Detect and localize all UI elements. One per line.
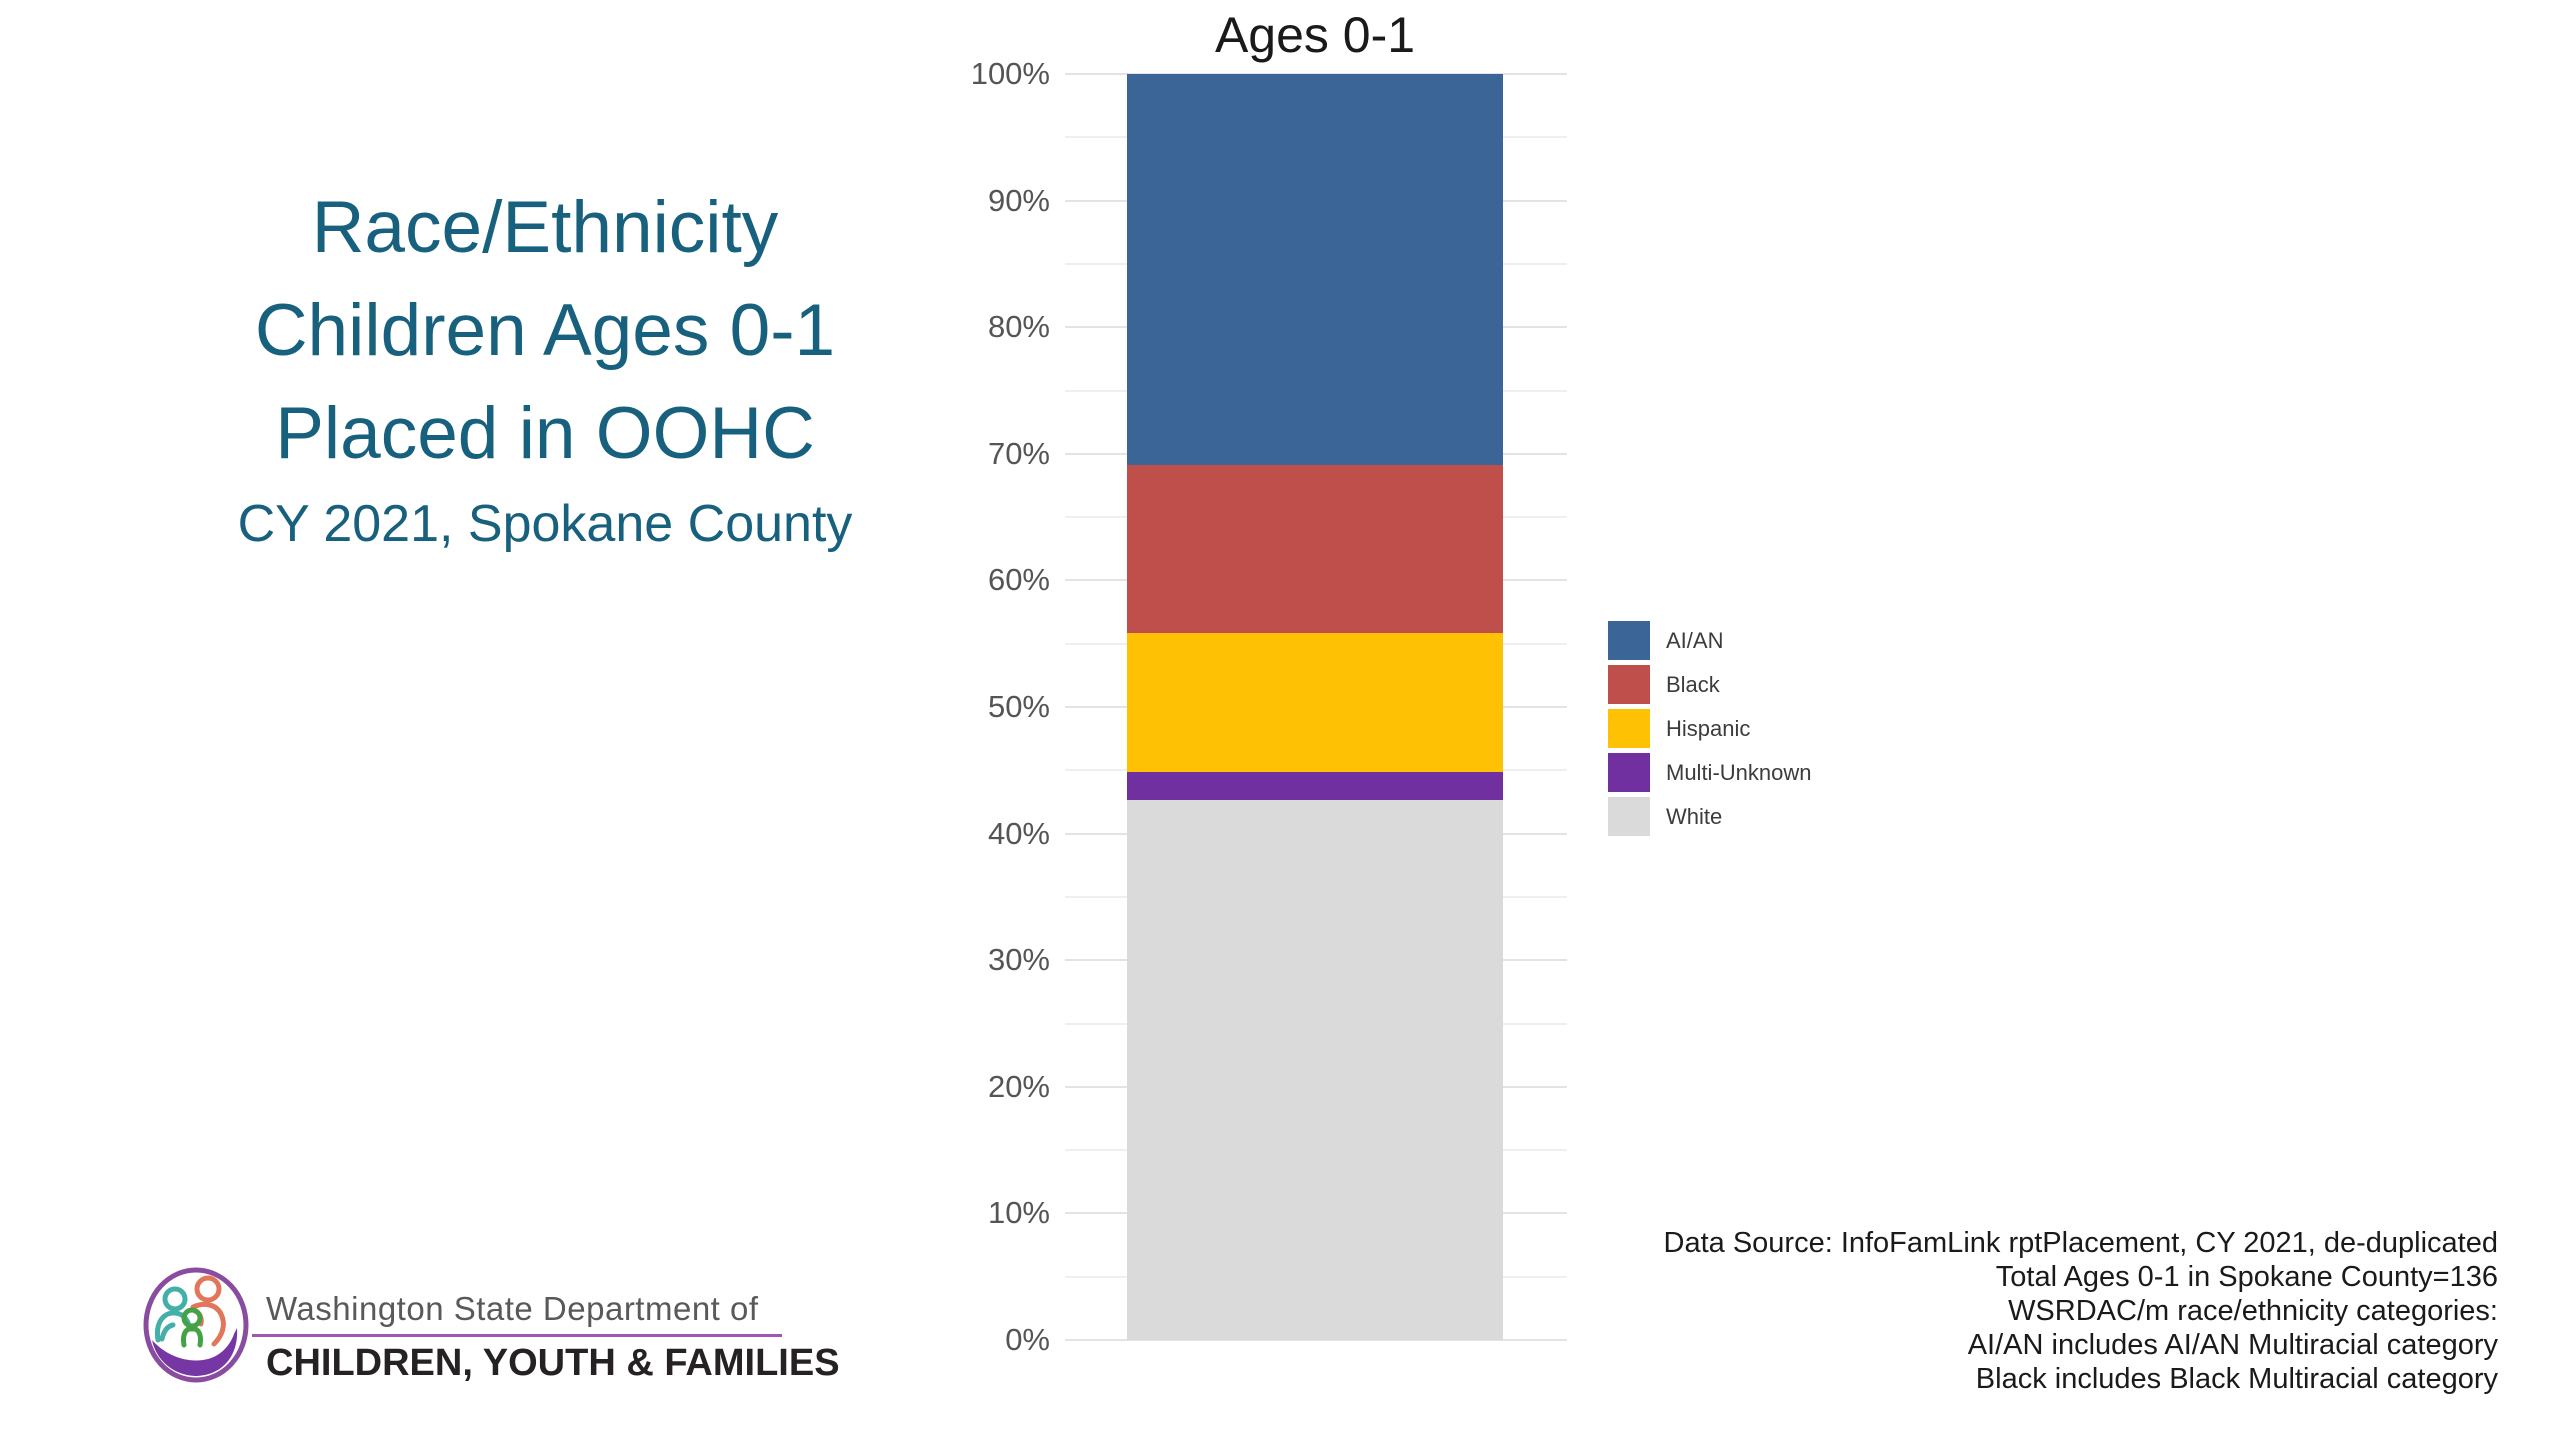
headline-subtitle: CY 2021, Spokane County xyxy=(237,495,853,553)
logo-divider xyxy=(252,1334,782,1337)
logo-dept-line: Washington State Department of xyxy=(266,1290,759,1327)
data-source-note: Data Source: InfoFamLink rptPlacement, C… xyxy=(1664,1226,2499,1396)
y-tick-label: 80% xyxy=(987,309,1050,345)
source-note-line: AI/AN includes AI/AN Multiracial categor… xyxy=(1967,1329,2498,1361)
y-tick-label: 10% xyxy=(987,1195,1050,1231)
y-axis-tick-labels: 100% 90% 80% 70% 60% 50% 40% 30% 20% 10% 0% xyxy=(880,56,1050,1357)
legend-swatch-icon xyxy=(1608,621,1650,660)
chart-title: Ages 0-1 xyxy=(1214,7,1416,63)
legend-swatch-icon xyxy=(1608,797,1650,836)
plot-area xyxy=(1065,73,1567,1341)
y-tick-label: 30% xyxy=(987,942,1050,978)
dcyf-logo: Washington State Department of CHILDREN,… xyxy=(142,1266,840,1385)
logo-hand-swoosh xyxy=(152,1328,238,1376)
y-tick-label: 0% xyxy=(1005,1322,1050,1357)
legend-label: White xyxy=(1666,803,1723,829)
source-note-line: WSRDAC/m race/ethnicity categories: xyxy=(2008,1295,2498,1327)
legend-label: Hispanic xyxy=(1666,715,1751,741)
y-tick-label: 90% xyxy=(987,182,1050,218)
bar-segment-white xyxy=(1127,800,1503,1341)
chart-legend: AI/AN Black Hispanic Multi-Unknown White xyxy=(1608,621,1812,841)
legend-swatch-icon xyxy=(1608,709,1650,748)
legend-swatch-icon xyxy=(1608,665,1650,704)
logo-agency-line: CHILDREN, YOUTH & FAMILIES xyxy=(266,1342,840,1384)
bar-segment-black xyxy=(1127,465,1503,633)
legend-item: Hispanic xyxy=(1608,709,1812,748)
legend-item: White xyxy=(1608,797,1812,836)
legend-item: AI/AN xyxy=(1608,621,1812,660)
headline-line-2: Children Ages 0-1 xyxy=(254,290,836,371)
headline-line-1: Race/Ethnicity xyxy=(311,187,779,268)
bar-segment-ai-an xyxy=(1127,74,1503,466)
y-tick-label: 60% xyxy=(987,562,1050,598)
legend-label: Black xyxy=(1666,671,1720,697)
source-note-line: Total Ages 0-1 in Spokane County=136 xyxy=(1995,1261,2498,1293)
y-tick-label: 20% xyxy=(987,1068,1050,1104)
headline-line-3: Placed in OOHC xyxy=(275,393,815,474)
legend-item: Multi-Unknown xyxy=(1608,753,1812,792)
legend-item: Black xyxy=(1608,665,1812,704)
source-note-line: Data Source: InfoFamLink rptPlacement, C… xyxy=(1663,1227,2499,1259)
logo-figure-green xyxy=(181,1307,203,1348)
y-tick-label: 100% xyxy=(970,56,1050,91)
headline: Race/Ethnicity Children Ages 0-1 Placed … xyxy=(145,176,945,563)
bar-segment-multi-unknown xyxy=(1127,772,1503,801)
legend-label: AI/AN xyxy=(1666,627,1724,653)
dcyf-logo-emblem-icon xyxy=(143,1267,249,1383)
legend-swatch-icon xyxy=(1608,753,1650,792)
dcyf-logo-text: Washington State Department of CHILDREN,… xyxy=(252,1266,840,1385)
y-tick-label: 50% xyxy=(987,689,1050,724)
y-tick-label: 40% xyxy=(987,815,1050,851)
stacked-bar-ages-0-1 xyxy=(1127,74,1503,1341)
legend-label: Multi-Unknown xyxy=(1666,759,1812,785)
bar-segment-hispanic xyxy=(1127,632,1503,773)
y-tick-label: 70% xyxy=(987,435,1050,471)
source-note-line: Black includes Black Multiracial categor… xyxy=(1975,1363,2498,1395)
